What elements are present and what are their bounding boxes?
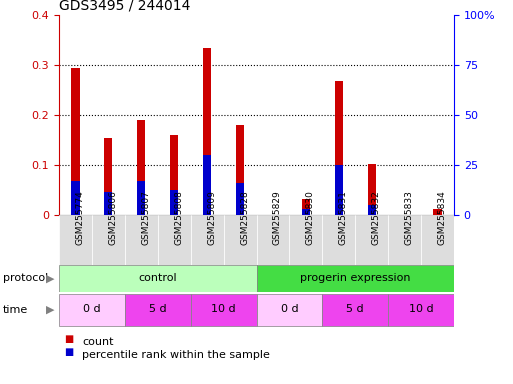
- Bar: [368, 205, 376, 215]
- Bar: [256, 215, 289, 265]
- Bar: [125, 294, 191, 326]
- Text: control: control: [139, 273, 177, 283]
- Bar: [322, 215, 355, 265]
- Bar: [322, 294, 388, 326]
- Bar: [224, 215, 256, 265]
- Text: GSM255833: GSM255833: [405, 190, 413, 245]
- Bar: [191, 215, 224, 265]
- Text: 10 d: 10 d: [409, 305, 433, 314]
- Text: progerin expression: progerin expression: [300, 273, 410, 283]
- Bar: [256, 294, 322, 326]
- Text: GSM255808: GSM255808: [174, 190, 183, 245]
- Bar: [289, 215, 322, 265]
- Text: GSM255806: GSM255806: [108, 190, 117, 245]
- Text: protocol: protocol: [3, 273, 48, 283]
- Bar: [236, 125, 244, 215]
- Bar: [334, 81, 343, 215]
- Text: GDS3495 / 244014: GDS3495 / 244014: [59, 0, 190, 13]
- Text: GSM255809: GSM255809: [207, 190, 216, 245]
- Bar: [59, 215, 92, 265]
- Bar: [191, 294, 256, 326]
- Bar: [92, 215, 125, 265]
- Bar: [71, 68, 80, 215]
- Text: 5 d: 5 d: [149, 305, 167, 314]
- Text: GSM255834: GSM255834: [438, 190, 446, 245]
- Text: 10 d: 10 d: [211, 305, 236, 314]
- Text: GSM255828: GSM255828: [240, 190, 249, 245]
- Bar: [158, 215, 191, 265]
- Bar: [236, 183, 244, 215]
- Text: ■: ■: [64, 334, 73, 344]
- Bar: [203, 155, 211, 215]
- Bar: [256, 265, 454, 292]
- Bar: [125, 215, 158, 265]
- Text: ▶: ▶: [46, 273, 55, 283]
- Bar: [368, 164, 376, 215]
- Text: GSM255832: GSM255832: [372, 190, 381, 245]
- Bar: [59, 265, 256, 292]
- Text: 0 d: 0 d: [281, 305, 298, 314]
- Bar: [302, 199, 310, 215]
- Text: percentile rank within the sample: percentile rank within the sample: [82, 350, 270, 360]
- Text: count: count: [82, 337, 113, 347]
- Bar: [104, 192, 112, 215]
- Text: ▶: ▶: [46, 305, 55, 315]
- Text: GSM255807: GSM255807: [141, 190, 150, 245]
- Bar: [170, 190, 179, 215]
- Bar: [388, 215, 421, 265]
- Bar: [137, 181, 145, 215]
- Text: GSM255774: GSM255774: [75, 190, 85, 245]
- Bar: [334, 165, 343, 215]
- Bar: [71, 181, 80, 215]
- Text: 0 d: 0 d: [83, 305, 101, 314]
- Bar: [104, 138, 112, 215]
- Bar: [59, 294, 125, 326]
- Text: GSM255829: GSM255829: [273, 190, 282, 245]
- Bar: [137, 120, 145, 215]
- Bar: [170, 135, 179, 215]
- Bar: [388, 294, 454, 326]
- Bar: [355, 215, 388, 265]
- Bar: [433, 209, 442, 215]
- Bar: [302, 209, 310, 215]
- Text: ■: ■: [64, 347, 73, 357]
- Bar: [203, 48, 211, 215]
- Bar: [421, 215, 454, 265]
- Text: time: time: [3, 305, 28, 315]
- Text: 5 d: 5 d: [346, 305, 364, 314]
- Text: GSM255830: GSM255830: [306, 190, 315, 245]
- Text: GSM255831: GSM255831: [339, 190, 348, 245]
